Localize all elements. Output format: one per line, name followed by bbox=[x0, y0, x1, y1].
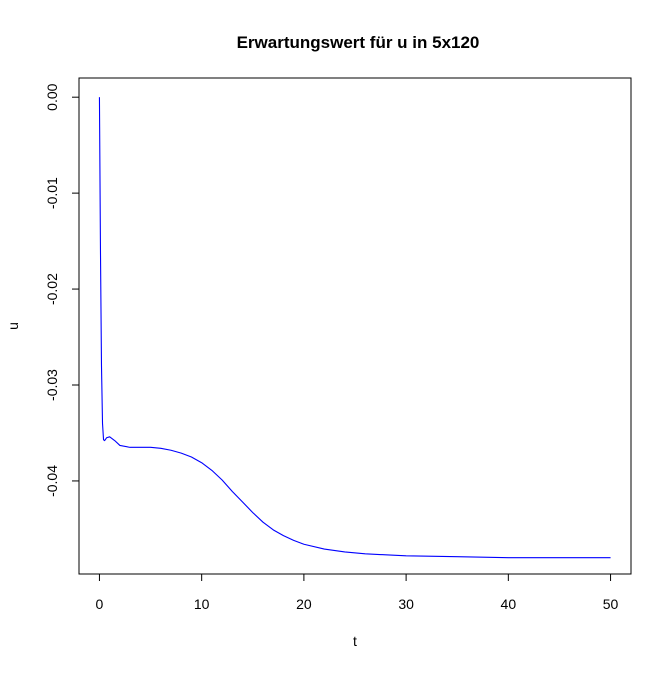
y-axis-label: u bbox=[5, 322, 21, 330]
x-tick-label: 10 bbox=[194, 596, 210, 612]
series-line bbox=[98, 97, 611, 559]
x-axis: 0 10 20 30 40 50 bbox=[96, 573, 619, 612]
series-layer bbox=[98, 97, 611, 559]
y-tick-label: -0.02 bbox=[44, 273, 60, 305]
y-axis: 0.00 -0.01 -0.02 -0.03 -0.04 bbox=[44, 83, 80, 497]
x-tick-label: 20 bbox=[296, 596, 312, 612]
y-tick-label: -0.01 bbox=[44, 177, 60, 209]
plot-area-frame bbox=[78, 77, 632, 575]
y-tick-label: 0.00 bbox=[44, 83, 60, 110]
x-tick-label: 40 bbox=[501, 596, 517, 612]
x-tick-label: 0 bbox=[96, 596, 104, 612]
x-tick-label: 50 bbox=[603, 596, 619, 612]
x-axis-label: t bbox=[353, 633, 357, 649]
chart-title: Erwartungswert für u in 5x120 bbox=[237, 33, 480, 52]
y-tick-label: -0.03 bbox=[44, 369, 60, 401]
x-tick-label: 30 bbox=[398, 596, 414, 612]
y-tick-label: -0.04 bbox=[44, 465, 60, 497]
